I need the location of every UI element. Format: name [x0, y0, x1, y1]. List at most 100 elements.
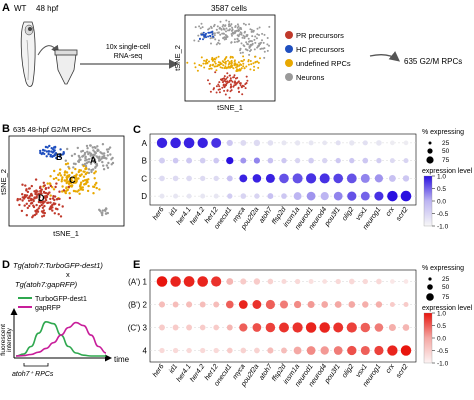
- dot-marker: [197, 137, 208, 149]
- dot-marker: [305, 322, 317, 333]
- tsne-b-point: [107, 148, 110, 151]
- tsne-b-point: [60, 180, 63, 183]
- tsne-a-point: [257, 61, 260, 64]
- tsne-a-point: [238, 64, 241, 67]
- tsne-a-point: [224, 61, 227, 64]
- tsne-a-point: [194, 26, 197, 29]
- tsne-b-point: [52, 154, 55, 158]
- gene-label: id1: [168, 206, 179, 218]
- dot-marker: [158, 301, 166, 308]
- dot-marker: [183, 137, 195, 149]
- tsne-b-point: [107, 161, 110, 165]
- tsne-b-point: [87, 168, 91, 171]
- tsne-a-point: [254, 35, 257, 38]
- tsne-a-point: [217, 88, 220, 91]
- dot-marker: [322, 157, 328, 164]
- tsne-a-point: [222, 84, 225, 87]
- dot-marker: [308, 157, 314, 164]
- tsne-a-point: [251, 42, 254, 45]
- tsne-b-point: [58, 172, 61, 175]
- tsne-a-point: [223, 58, 226, 61]
- tsne-b-point: [67, 185, 71, 189]
- tsne-b-point: [42, 190, 46, 194]
- dot-marker: [213, 193, 219, 199]
- tsne-b-point: [94, 183, 97, 186]
- tsne-b-point: [48, 182, 52, 185]
- tsne-b-point: [82, 154, 85, 158]
- tsne-a-point: [219, 66, 222, 69]
- tsne-b-point: [32, 205, 36, 209]
- tsne-a-point: [228, 25, 230, 28]
- e-size-dot-25: [428, 277, 432, 281]
- c-color-bar: [423, 175, 433, 227]
- cluster-b-label: B: [56, 152, 63, 162]
- dot-marker: [213, 157, 220, 164]
- tsne-a-point: [239, 49, 241, 52]
- tsne-a-point: [225, 36, 228, 39]
- tsne-a-point: [208, 82, 211, 85]
- dot-marker: [200, 347, 206, 354]
- e-color-ticks: 1.0 0.5 0.0 -0.5 -1.0: [432, 311, 449, 368]
- tsne-b-point: [82, 164, 85, 168]
- tsne-a-point: [241, 51, 244, 54]
- tsne-a-point: [207, 35, 210, 38]
- tsne-b-point: [49, 197, 52, 201]
- dot-marker: [403, 140, 409, 146]
- tsne-b-point: [41, 206, 45, 209]
- dot-row-label: C: [141, 174, 147, 183]
- tsne-a-point: [198, 64, 201, 66]
- tsne-b-point: [59, 168, 62, 171]
- tsne-a-point: [252, 30, 255, 33]
- c-size-25: 25: [442, 140, 450, 147]
- dot-marker: [360, 345, 370, 356]
- tsne-b-point: [80, 173, 83, 176]
- tsne-a-point: [221, 25, 224, 28]
- tsne-b-point: [87, 184, 90, 188]
- tsne-b-point: [35, 203, 38, 207]
- tsne-b-point: [74, 167, 77, 171]
- tsne-b-point: [86, 171, 89, 174]
- tsne-a-point: [237, 87, 240, 90]
- tsne-a-point: [251, 35, 254, 38]
- tsne-a-point: [253, 38, 256, 41]
- dot-marker: [333, 346, 343, 355]
- tsne-a-point: [225, 30, 227, 33]
- tsne-b-point: [89, 144, 92, 147]
- tsne-b-point: [106, 150, 110, 154]
- d-ylabel-2: intensity: [6, 327, 13, 352]
- tsne-a-point: [212, 25, 215, 28]
- legend-dot-rpc: [285, 59, 293, 67]
- tsne-a-point: [221, 86, 224, 89]
- tsne-b-point: [47, 186, 50, 189]
- tsne-a-point: [253, 69, 255, 72]
- tsne-a-point: [228, 74, 231, 77]
- tsne-a-point: [221, 66, 224, 69]
- tsne-b-point: [84, 182, 88, 185]
- tsne-a-point: [220, 28, 223, 30]
- tsne-a-point: [228, 61, 231, 64]
- tsne-b-point: [79, 188, 83, 191]
- tsne-b-point: [47, 150, 50, 153]
- dot-marker: [307, 300, 315, 309]
- tsne-b-point: [52, 150, 55, 153]
- dot-marker: [267, 157, 274, 164]
- tsne-a-point: [230, 89, 233, 92]
- dot-marker: [225, 300, 234, 309]
- tsne-b-point: [106, 154, 110, 157]
- tsne-a-point: [233, 64, 236, 67]
- wt-label: WT: [14, 4, 27, 13]
- tsne-a-point: [220, 62, 223, 65]
- tsne-a-point: [263, 50, 266, 53]
- tsne-b-point: [65, 175, 69, 179]
- dot-marker: [213, 175, 219, 182]
- tsne-b-point: [64, 159, 68, 162]
- tsne-a-point: [238, 91, 240, 93]
- dot-marker: [172, 175, 179, 182]
- tsne-a-point: [214, 58, 217, 61]
- tsne-b-point: [60, 178, 64, 181]
- dot-marker: [362, 278, 368, 285]
- dot-marker: [253, 278, 261, 285]
- tsne-b-point: [57, 178, 60, 182]
- tsne-b-point: [101, 143, 105, 146]
- tsne-a-point: [230, 60, 233, 63]
